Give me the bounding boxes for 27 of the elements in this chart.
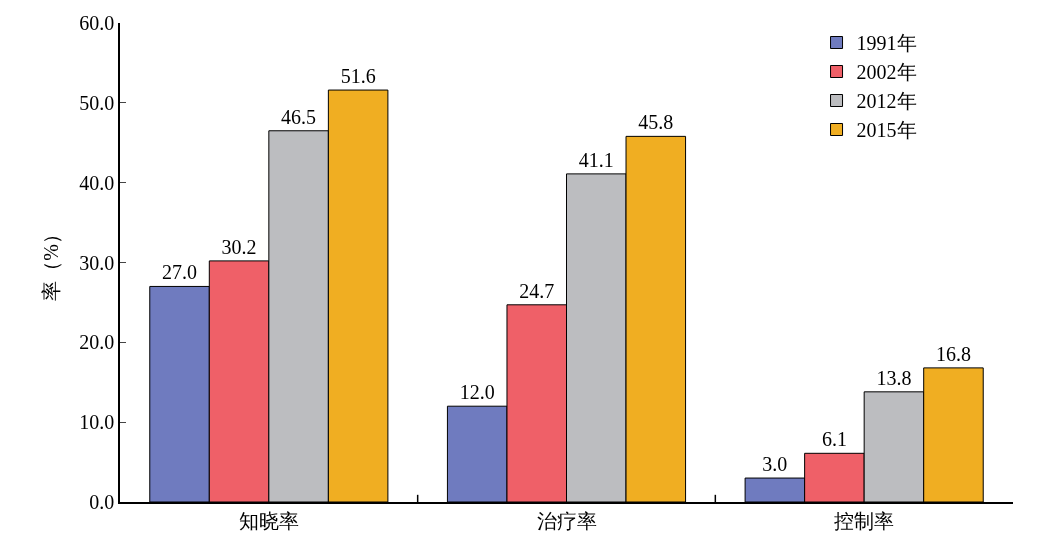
data-label: 51.6 [340, 65, 376, 88]
data-label: 3.0 [762, 453, 788, 476]
y-tick-label: 20.0 [79, 331, 115, 354]
data-label: 27.0 [162, 261, 198, 284]
data-label: 16.8 [935, 342, 971, 365]
y-tick-label: 50.0 [79, 91, 115, 114]
data-label: 6.1 [821, 428, 847, 451]
legend-label: 2012年 [856, 90, 917, 113]
data-label: 24.7 [519, 279, 555, 302]
y-tick-label: 40.0 [79, 171, 115, 194]
y-tick-label: 30.0 [79, 251, 115, 274]
x-tick-label: 控制率 [834, 509, 895, 532]
legend-label: 1991年 [856, 32, 917, 55]
y-tick-label: 10.0 [79, 411, 115, 434]
x-tick-label: 治疗率 [536, 509, 597, 532]
data-label: 12.0 [459, 381, 495, 404]
y-tick-label: 60.0 [79, 12, 115, 34]
data-label: 45.8 [638, 111, 674, 134]
x-tick-label: 知晓率 [238, 509, 299, 532]
data-label: 30.2 [221, 235, 257, 258]
legend-label: 2002年 [856, 61, 917, 84]
legend-label: 2015年 [856, 119, 917, 142]
data-label: 46.5 [281, 105, 317, 128]
data-label: 13.8 [876, 366, 912, 389]
y-tick-label: 0.0 [89, 491, 115, 513]
y-axis-title: 率（%） [40, 224, 63, 301]
data-label: 41.1 [578, 148, 614, 171]
